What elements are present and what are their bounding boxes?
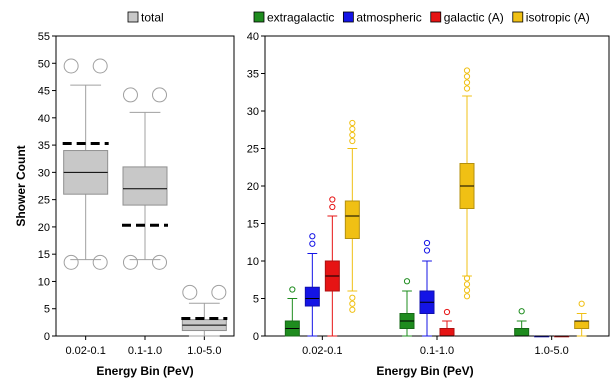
outlier-point — [578, 300, 585, 307]
y-tick-label: 50 — [38, 58, 50, 70]
y-tick-label: 25 — [38, 195, 50, 207]
outlier-point — [349, 131, 356, 139]
left-y-axis-title: Shower Count — [14, 145, 28, 226]
outlier-point — [63, 254, 79, 270]
y-tick-label: 20 — [38, 222, 50, 234]
outlier-point — [122, 254, 138, 270]
left-x-axis-title: Energy Bin (PeV) — [96, 364, 193, 378]
y-tick-label: 40 — [247, 31, 259, 43]
legend-label: total — [141, 11, 164, 25]
outlier-point — [349, 125, 356, 133]
outlier-point — [463, 67, 471, 74]
y-tick-label: 35 — [247, 69, 259, 81]
outlier-point — [92, 58, 108, 74]
outlier-point — [423, 239, 431, 247]
y-tick-label: 20 — [247, 181, 259, 193]
outlier-point — [349, 294, 356, 301]
x-tick-label: 0.1-1.0 — [420, 345, 454, 357]
y-tick-label: 45 — [38, 86, 50, 98]
box — [304, 286, 320, 307]
outlier-point — [152, 254, 168, 270]
legend-swatch — [253, 11, 265, 23]
outlier-point — [63, 58, 79, 74]
outlier-point — [309, 233, 316, 240]
outlier-point — [329, 196, 336, 203]
outlier-point — [463, 281, 471, 288]
outlier-point — [152, 87, 168, 103]
box — [344, 200, 360, 239]
outlier-point — [329, 203, 336, 211]
outlier-point — [349, 306, 356, 313]
legend-label: atmospheric — [356, 11, 421, 25]
y-tick-label: 30 — [247, 106, 259, 118]
legend-label: extragalactic — [267, 11, 334, 25]
legend-swatch — [430, 11, 442, 23]
outlier-point — [463, 79, 471, 86]
box — [122, 166, 168, 206]
outlier-point — [463, 293, 471, 300]
legend-label: isotropic (A) — [526, 11, 590, 25]
outlier-point — [463, 287, 471, 294]
outlier-point — [463, 275, 471, 282]
legend-swatch — [342, 11, 354, 23]
y-tick-label: 30 — [38, 167, 50, 179]
outlier-point — [423, 247, 431, 254]
outlier-point — [92, 254, 108, 270]
y-tick-label: 55 — [38, 31, 50, 43]
outlier-point — [463, 73, 471, 80]
x-tick-label: 0.1-1.0 — [128, 345, 162, 357]
y-tick-label: 15 — [38, 249, 50, 261]
outlier-point — [289, 286, 296, 293]
right-chart-panel: 0 5 10 15 20 25 30 35 40 0.02-0.1 0.1-1.0 1.0-5.0 ex… — [247, 11, 610, 357]
y-tick-label: 5 — [253, 294, 259, 306]
box — [514, 328, 530, 337]
box — [574, 320, 590, 329]
outlier-point — [211, 284, 227, 300]
right-x-axis-title: Energy Bin (PeV) — [376, 364, 473, 378]
box — [439, 328, 455, 337]
left-chart-panel: 0 5 10 15 20 25 30 35 40 45 50 55 0.02-0.1 0.1-1.0 1.0… — [38, 11, 235, 357]
legend-swatch — [512, 11, 524, 23]
y-tick-label: 15 — [247, 219, 259, 231]
outlier-point — [349, 137, 356, 145]
y-tick-label: 10 — [247, 256, 259, 268]
x-tick-label: 0.02-0.1 — [65, 345, 105, 357]
y-tick-label: 35 — [38, 140, 50, 152]
x-tick-label: 1.0-5.0 — [187, 345, 221, 357]
outlier-point — [349, 300, 356, 307]
legend-swatch — [127, 11, 139, 23]
y-tick-label: 5 — [44, 304, 50, 316]
y-tick-label: 0 — [44, 331, 50, 343]
x-tick-label: 0.02-0.1 — [302, 345, 342, 357]
y-tick-label: 40 — [38, 113, 50, 125]
y-tick-label: 0 — [253, 331, 259, 343]
outlier-point — [443, 308, 451, 316]
outlier-point — [122, 87, 138, 103]
outlier-point — [403, 278, 411, 285]
y-tick-label: 10 — [38, 276, 50, 288]
outlier-point — [182, 284, 198, 300]
legend-label: galactic (A) — [444, 11, 504, 25]
outlier-point — [518, 308, 525, 315]
outlier-point — [463, 85, 471, 92]
x-tick-label: 1.0-5.0 — [535, 345, 569, 357]
outlier-point — [309, 240, 316, 247]
outlier-point — [349, 119, 356, 127]
y-tick-label: 25 — [247, 144, 259, 156]
